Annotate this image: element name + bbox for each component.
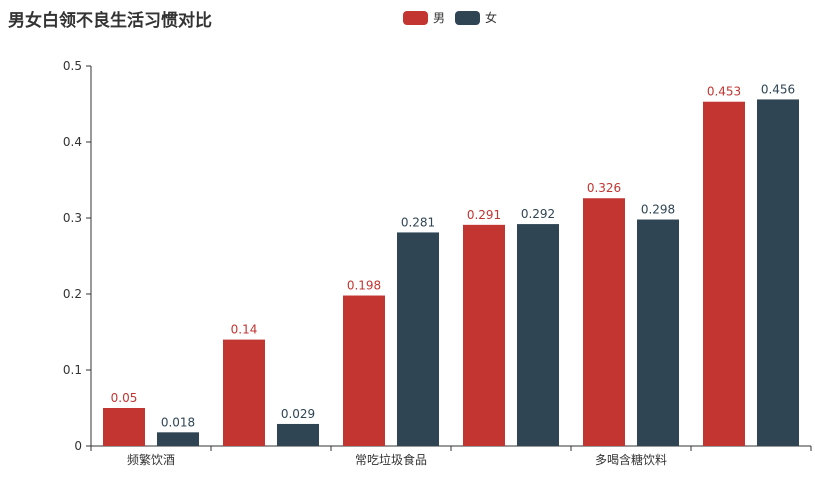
legend-item-female[interactable]: 女 (455, 9, 497, 26)
data-label-female: 0.018 (161, 415, 195, 429)
data-label-female: 0.292 (521, 207, 555, 221)
data-label-male: 0.291 (467, 208, 501, 222)
data-label-female: 0.456 (761, 82, 795, 96)
data-label-female: 0.298 (641, 203, 675, 217)
y-tick-label: 0.4 (63, 135, 82, 149)
legend-swatch-female (455, 10, 481, 25)
bar-male (703, 101, 745, 446)
bar-male (583, 198, 625, 446)
bar-male (463, 224, 505, 446)
y-tick-label: 0.1 (63, 363, 82, 377)
y-tick-label: 0 (74, 439, 82, 453)
legend-label-male: 男 (433, 11, 446, 25)
data-label-male: 0.05 (111, 391, 138, 405)
data-label-male: 0.453 (707, 85, 741, 99)
bar-female (277, 423, 319, 446)
chart-title: 男女白领不良生活习惯对比 (8, 11, 212, 31)
bar-female (757, 99, 799, 446)
legend: 男 女 (403, 9, 507, 26)
x-category-label: 频繁饮酒 (127, 452, 175, 467)
data-label-male: 0.326 (587, 181, 621, 195)
legend-item-male[interactable]: 男 (403, 9, 445, 26)
data-label-male: 0.14 (231, 323, 258, 337)
data-label-female: 0.029 (281, 407, 315, 421)
bar-male (223, 339, 265, 446)
bar-female (157, 432, 199, 446)
data-label-female: 0.281 (401, 215, 435, 229)
y-tick-label: 0.3 (63, 211, 82, 225)
y-tick-label: 0.5 (63, 59, 82, 73)
bar-female (637, 219, 679, 446)
bar-male (103, 408, 145, 446)
bar-female (517, 224, 559, 446)
legend-swatch-male (403, 10, 428, 25)
y-tick-label: 0.2 (63, 287, 82, 301)
bar-female (397, 232, 439, 446)
x-category-label: 常吃垃圾食品 (355, 452, 427, 467)
legend-label-female: 女 (485, 11, 498, 25)
data-label-male: 0.198 (347, 279, 381, 293)
x-category-label: 多喝含糖饮料 (595, 452, 667, 467)
bar-male (343, 295, 385, 446)
